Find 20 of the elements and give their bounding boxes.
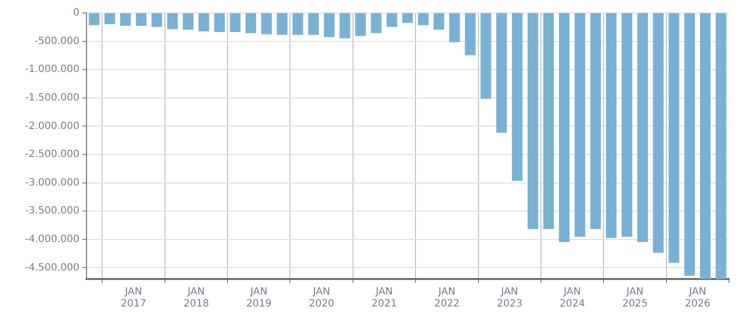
y-tick-label: -4.500.000 — [24, 262, 80, 274]
y-tick-label: -3.000.000 — [24, 177, 80, 188]
y-tick-label: -500.000 — [34, 36, 80, 47]
x-tick-label: JAN 2023 — [496, 286, 522, 310]
x-tick-label: JAN 2017 — [120, 286, 146, 310]
x-tick-label: JAN 2019 — [246, 286, 272, 310]
y-tick-label: 0 — [73, 8, 80, 19]
y-tick-label: -3.500.000 — [24, 206, 80, 217]
x-tick-label: JAN 2020 — [308, 286, 334, 310]
y-tick-label: -1.000.000 — [24, 64, 80, 76]
y-tick-label: -2.000.000 — [24, 120, 80, 132]
y-tick-label: -4.000.000 — [24, 234, 80, 245]
x-tick-label: JAN 2025 — [622, 286, 648, 310]
x-tick-label: JAN 2026 — [684, 286, 710, 310]
x-tick-label: JAN 2018 — [183, 286, 209, 310]
y-tick-label: -1.500.000 — [24, 92, 80, 104]
x-tick-label: JAN 2021 — [372, 286, 397, 310]
x-tick-label: JAN 2024 — [560, 286, 586, 310]
y-tick-label: -2.500.000 — [24, 149, 80, 160]
x-tick-label: JAN 2022 — [434, 286, 460, 310]
